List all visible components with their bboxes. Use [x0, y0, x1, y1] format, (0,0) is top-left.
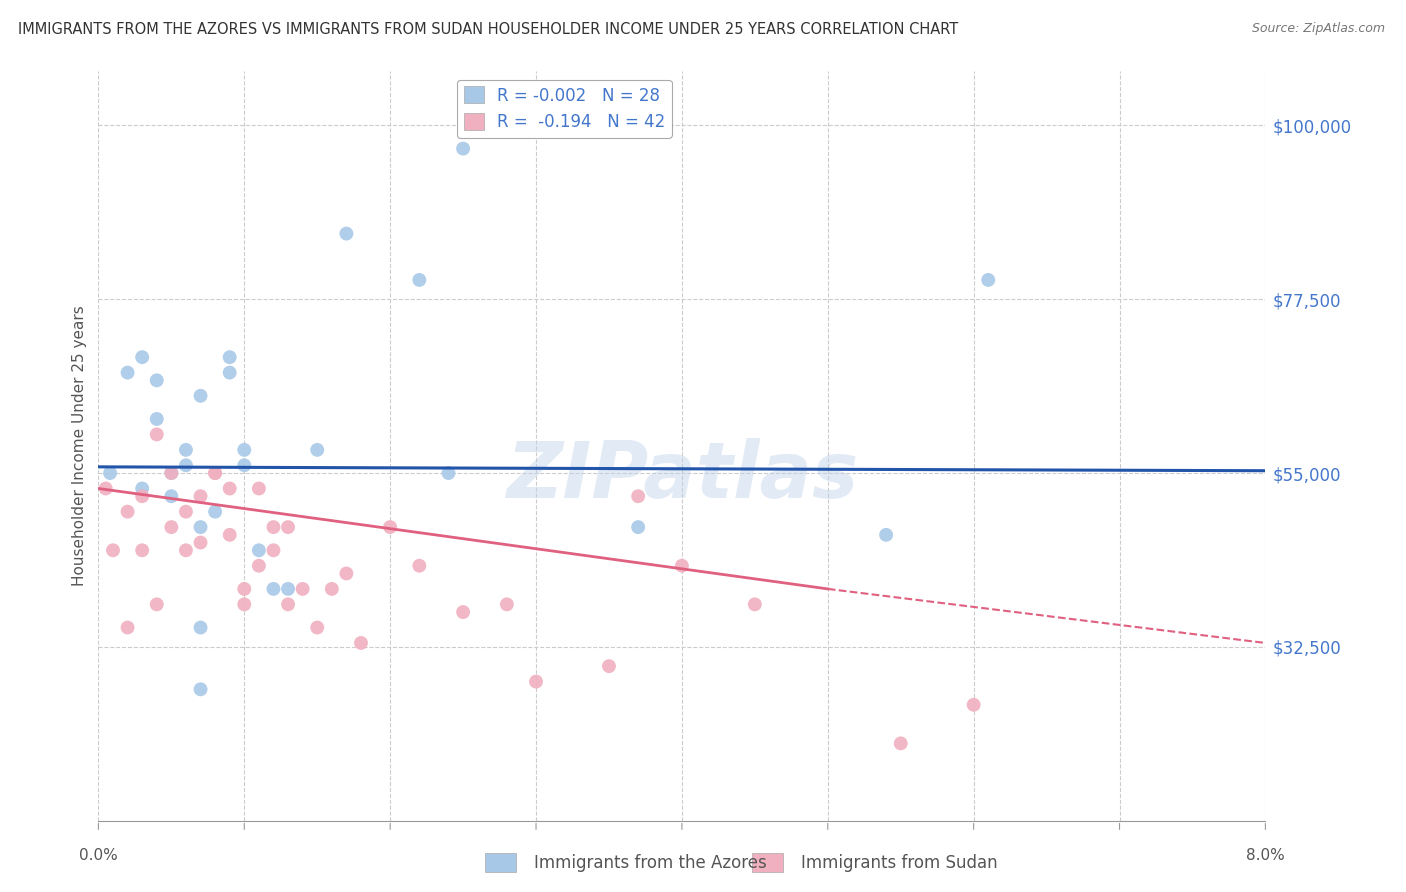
Point	[598, 659, 620, 673]
Point	[160, 466, 183, 480]
Text: 8.0%: 8.0%	[1246, 847, 1285, 863]
Text: IMMIGRANTS FROM THE AZORES VS IMMIGRANTS FROM SUDAN HOUSEHOLDER INCOME UNDER 25 : IMMIGRANTS FROM THE AZORES VS IMMIGRANTS…	[18, 22, 959, 37]
Y-axis label: Householder Income Under 25 years: Householder Income Under 25 years	[72, 306, 87, 586]
Point	[160, 520, 183, 534]
Point	[233, 582, 256, 596]
Point	[174, 543, 197, 558]
Point	[190, 520, 212, 534]
Point	[671, 558, 693, 573]
Point	[277, 598, 299, 612]
Point	[98, 466, 121, 480]
Point	[160, 466, 183, 480]
Point	[247, 482, 270, 496]
Point	[247, 558, 270, 573]
Point	[131, 482, 153, 496]
Point	[291, 582, 314, 596]
Point	[890, 736, 912, 750]
Point	[247, 543, 270, 558]
Point	[875, 528, 897, 542]
Point	[146, 598, 169, 612]
Point	[190, 535, 212, 549]
Point	[160, 489, 183, 503]
Point	[190, 682, 212, 697]
FancyBboxPatch shape	[485, 853, 516, 872]
Point	[131, 350, 153, 364]
Point	[190, 489, 212, 503]
Point	[174, 442, 197, 457]
Point	[335, 566, 357, 581]
Point	[744, 598, 766, 612]
Point	[977, 273, 1000, 287]
Point	[94, 482, 117, 496]
Point	[408, 273, 430, 287]
Point	[262, 543, 284, 558]
Text: ZIPatlas: ZIPatlas	[506, 438, 858, 514]
Point	[204, 505, 226, 519]
Point	[496, 598, 519, 612]
Point	[218, 528, 240, 542]
Legend: R = -0.002   N = 28, R =  -0.194   N = 42: R = -0.002 N = 28, R = -0.194 N = 42	[457, 79, 672, 137]
Text: Immigrants from the Azores: Immigrants from the Azores	[534, 855, 768, 872]
Point	[408, 558, 430, 573]
Point	[204, 466, 226, 480]
Point	[262, 582, 284, 596]
Point	[117, 505, 139, 519]
Point	[174, 458, 197, 473]
Text: 0.0%: 0.0%	[79, 847, 118, 863]
Point	[190, 621, 212, 635]
Point	[627, 489, 650, 503]
Point	[131, 543, 153, 558]
Point	[307, 442, 329, 457]
Point	[218, 350, 240, 364]
Point	[117, 621, 139, 635]
Point	[335, 227, 357, 241]
Point	[962, 698, 984, 712]
Point	[117, 366, 139, 380]
Point	[233, 442, 256, 457]
Point	[218, 366, 240, 380]
Point	[233, 458, 256, 473]
Point	[277, 582, 299, 596]
Point	[146, 427, 169, 442]
Point	[307, 621, 329, 635]
Point	[146, 412, 169, 426]
Point	[437, 466, 460, 480]
Point	[204, 466, 226, 480]
FancyBboxPatch shape	[752, 853, 783, 872]
Point	[174, 505, 197, 519]
Point	[131, 489, 153, 503]
Text: Source: ZipAtlas.com: Source: ZipAtlas.com	[1251, 22, 1385, 36]
Point	[218, 482, 240, 496]
Point	[380, 520, 402, 534]
Point	[350, 636, 373, 650]
Point	[627, 520, 650, 534]
Point	[262, 520, 284, 534]
Point	[451, 142, 474, 156]
Text: Immigrants from Sudan: Immigrants from Sudan	[801, 855, 998, 872]
Point	[101, 543, 124, 558]
Point	[233, 598, 256, 612]
Point	[524, 674, 547, 689]
Point	[451, 605, 474, 619]
Point	[321, 582, 343, 596]
Point	[190, 389, 212, 403]
Point	[277, 520, 299, 534]
Point	[146, 373, 169, 387]
